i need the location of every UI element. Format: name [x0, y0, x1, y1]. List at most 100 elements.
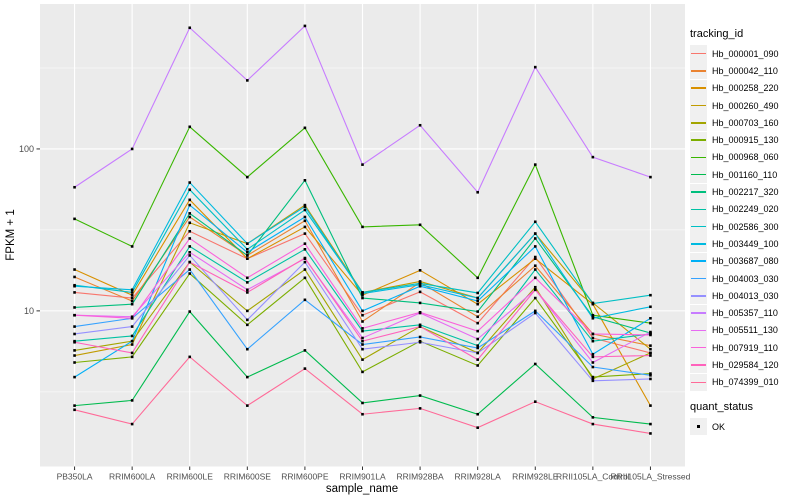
x-tick-label: RRII105LA_Control — [556, 472, 630, 482]
data-point — [188, 245, 192, 248]
data-point — [130, 288, 134, 292]
data-point — [418, 223, 422, 227]
data-point — [73, 275, 76, 279]
data-point — [130, 343, 134, 346]
data-point — [73, 217, 76, 221]
legend-item-label: Hb_000042_110 — [712, 65, 778, 76]
data-point — [303, 260, 307, 264]
data-point — [246, 309, 249, 313]
data-point — [246, 375, 249, 379]
data-point — [533, 163, 537, 166]
data-point — [649, 330, 652, 334]
data-point — [418, 290, 422, 294]
data-point — [303, 256, 307, 260]
data-point — [188, 250, 192, 254]
legend-item: Hb_005357_110 — [690, 304, 798, 322]
data-point — [130, 291, 134, 294]
legend-key-line-icon — [690, 200, 707, 218]
data-point — [361, 412, 364, 416]
data-point — [246, 347, 249, 351]
data-point — [246, 404, 249, 407]
data-point — [188, 181, 192, 184]
data-point — [649, 316, 652, 320]
legend-item-label: Hb_029584_120 — [712, 359, 779, 370]
data-point — [361, 293, 364, 297]
data-point — [130, 147, 134, 151]
data-point — [130, 399, 134, 402]
x-tick-label: RRIM600LE — [167, 472, 214, 482]
data-point — [418, 407, 422, 410]
data-point — [649, 377, 652, 381]
legend-key-line-icon — [690, 287, 707, 305]
data-point — [303, 268, 307, 271]
data-point — [303, 215, 307, 219]
data-point — [418, 269, 422, 272]
data-point — [246, 248, 249, 251]
data-point — [591, 377, 595, 381]
data-point — [303, 179, 307, 182]
data-point — [188, 221, 192, 225]
legend-key-line-icon — [690, 131, 707, 149]
data-point — [246, 254, 249, 257]
data-point — [246, 288, 249, 292]
data-point — [361, 347, 364, 351]
data-point — [303, 367, 307, 370]
data-point — [418, 280, 422, 283]
x-tick-label: RRIM928LE — [512, 472, 559, 482]
data-point — [649, 333, 652, 337]
x-tick-label: PB350LA — [57, 472, 93, 482]
legend-item: Hb_002217_320 — [690, 183, 798, 201]
data-point — [188, 188, 192, 192]
data-point — [649, 293, 652, 297]
x-axis-title: sample_name — [326, 483, 398, 495]
data-point — [591, 375, 595, 379]
legend-item-label: Hb_005511_130 — [712, 325, 778, 336]
data-point — [476, 351, 479, 355]
legend-item: Hb_001160_110 — [690, 166, 798, 184]
data-point — [130, 422, 134, 426]
legend-item: Hb_002586_300 — [690, 218, 798, 236]
data-point — [533, 264, 537, 268]
legend-item: Hb_004013_030 — [690, 287, 798, 305]
data-point — [303, 225, 307, 229]
legend-item-label: Hb_000258_220 — [712, 83, 779, 94]
data-point — [361, 292, 364, 295]
legend-key-line-icon — [690, 62, 707, 80]
data-point — [188, 125, 192, 129]
data-point — [188, 355, 192, 359]
data-point — [73, 313, 76, 317]
data-point — [303, 205, 307, 208]
data-point — [591, 302, 595, 305]
data-point — [649, 372, 652, 375]
legend-item: Hb_029584_120 — [690, 356, 798, 374]
legend-item-label: Hb_000968_060 — [712, 152, 779, 163]
legend-key-line-icon — [690, 166, 707, 184]
legend-item: Hb_000258_220 — [690, 79, 798, 97]
data-point — [361, 358, 364, 361]
data-point — [476, 315, 479, 319]
data-point — [361, 296, 364, 300]
data-point — [476, 302, 479, 306]
legend-key-line-icon — [690, 373, 707, 391]
data-point — [73, 361, 76, 364]
data-point — [188, 237, 192, 240]
data-point — [130, 293, 134, 297]
data-point — [591, 339, 595, 343]
data-point — [361, 163, 364, 166]
data-point — [130, 315, 134, 319]
data-point — [476, 190, 479, 194]
data-point — [246, 318, 249, 322]
data-point — [591, 155, 595, 159]
data-point — [188, 26, 192, 30]
legend-key-line-icon — [690, 235, 707, 253]
data-point — [130, 355, 134, 359]
legend-item: Hb_074399_010 — [690, 373, 798, 391]
legend-key-line-icon — [690, 218, 707, 236]
legend-item: Hb_004003_030 — [690, 270, 798, 287]
data-point — [188, 310, 192, 313]
data-point — [476, 276, 479, 280]
data-point — [246, 323, 249, 327]
data-point — [73, 354, 76, 357]
data-point — [303, 248, 307, 251]
